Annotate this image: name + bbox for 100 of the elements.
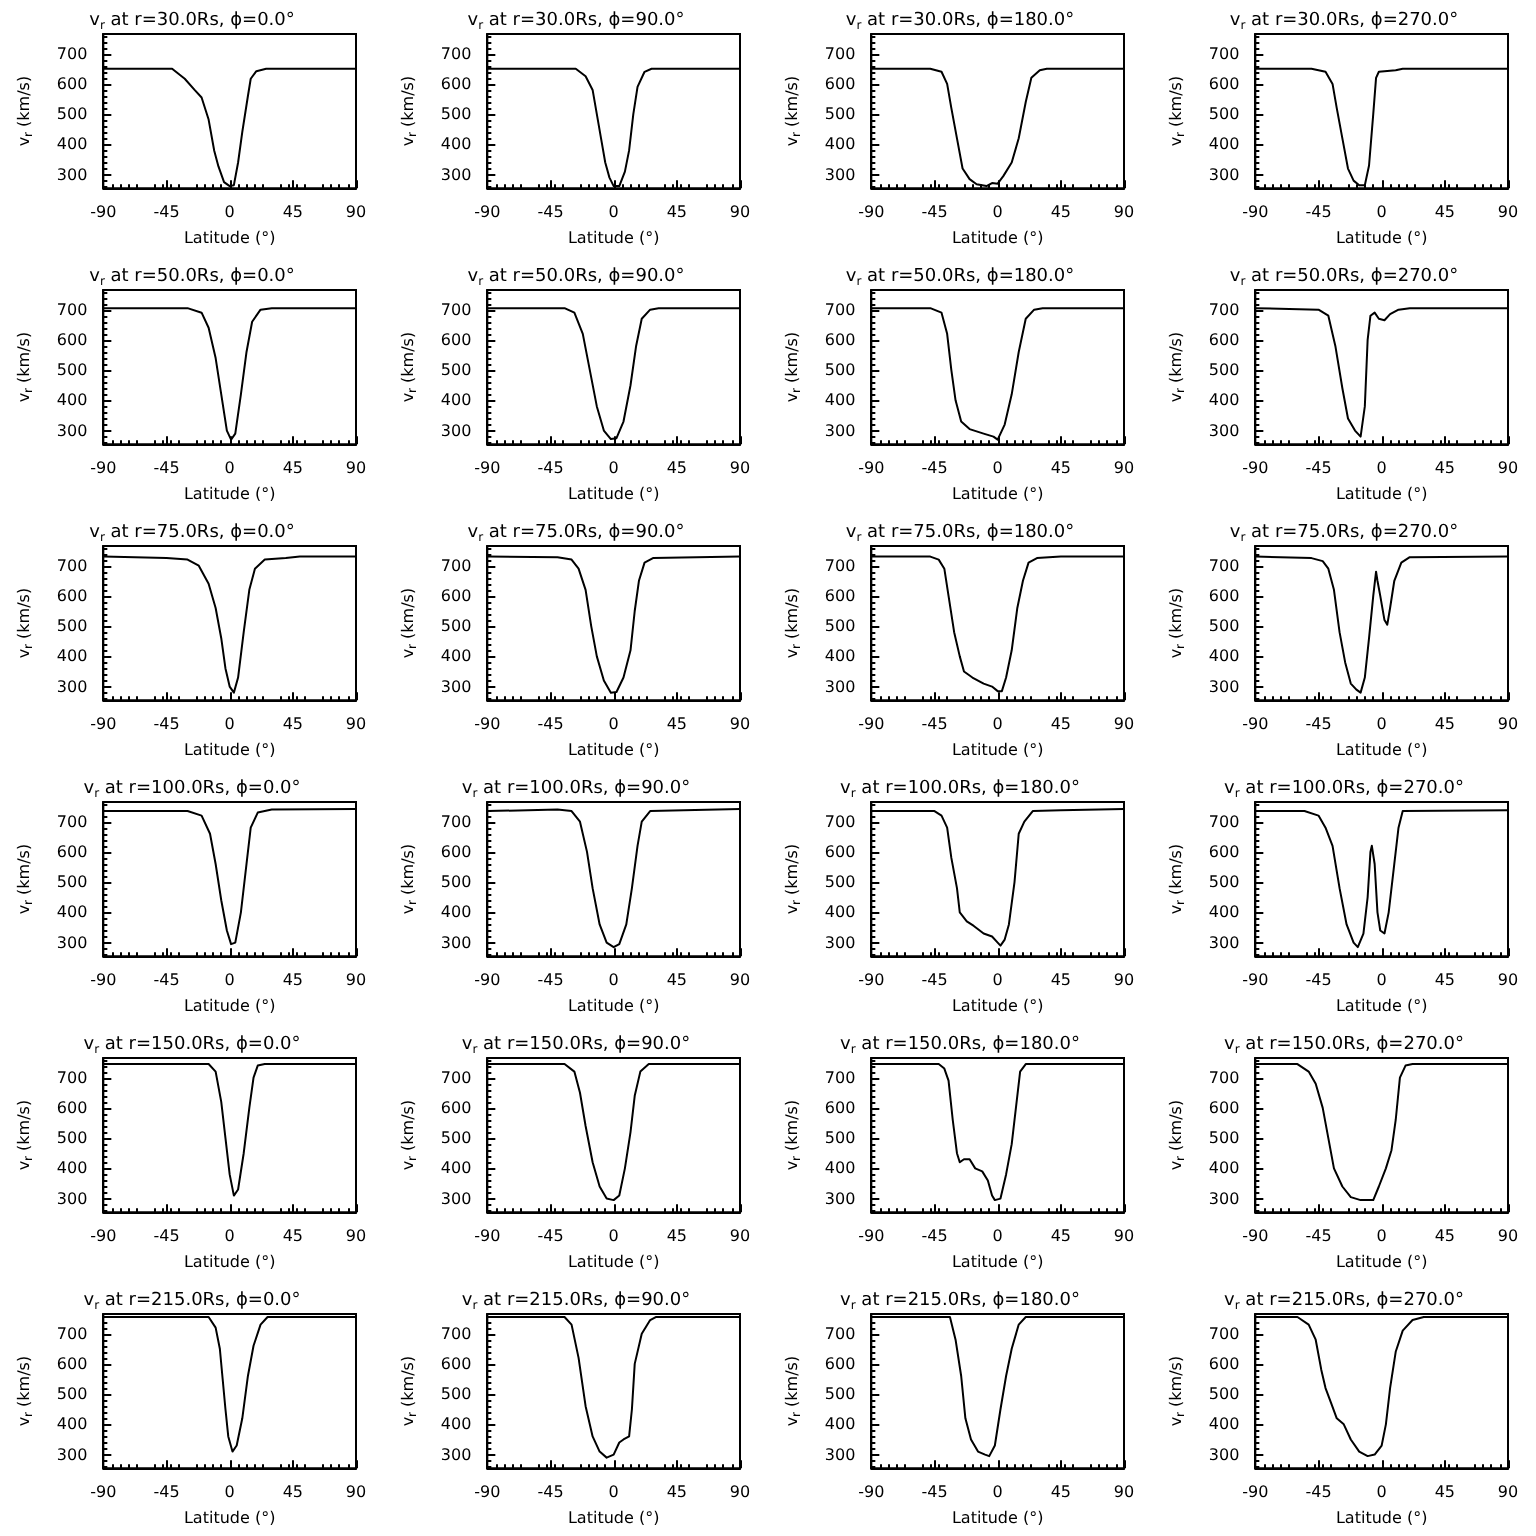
x-tick-label: 45: [1050, 203, 1072, 222]
y-tick-label: 600: [440, 1354, 472, 1373]
x-tick-label: 90: [729, 715, 751, 734]
y-tick-label: 500: [824, 873, 856, 892]
x-tick-label: -90: [858, 203, 885, 222]
y-tick-label: 700: [824, 556, 856, 575]
y-tick-label: 700: [824, 44, 856, 63]
x-tick-label: 90: [1497, 203, 1519, 222]
y-tick-label: 700: [56, 812, 88, 831]
x-tick-label: -45: [153, 1227, 180, 1246]
x-tick-label: 0: [224, 1483, 235, 1502]
x-tick-label: 0: [224, 203, 235, 222]
x-tick-label: 45: [666, 203, 688, 222]
x-tick-label: 90: [345, 459, 367, 478]
x-tick-label: -90: [1242, 1227, 1269, 1246]
x-tick-label: -45: [537, 1227, 564, 1246]
y-tick-label: 600: [824, 74, 856, 93]
x-tick-label: 0: [992, 459, 1003, 478]
x-axis-title: Latitude (°): [183, 485, 276, 503]
y-tick-label: 500: [824, 105, 856, 124]
y-tick-label: 500: [440, 1129, 472, 1148]
x-axis-title: Latitude (°): [183, 997, 276, 1015]
y-tick-label: 700: [824, 1324, 856, 1343]
y-tick-label: 700: [1208, 300, 1240, 319]
x-axis-title: Latitude (°): [951, 1509, 1044, 1527]
x-tick-label: -90: [90, 1483, 117, 1502]
x-tick-label: 0: [1376, 1227, 1387, 1246]
x-tick-label: 0: [1376, 1483, 1387, 1502]
y-tick-label: 300: [56, 165, 88, 184]
y-tick-label: 400: [824, 135, 856, 154]
y-tick-label: 600: [1208, 1098, 1240, 1117]
x-tick-label: -45: [1305, 715, 1332, 734]
y-tick-label: 300: [56, 677, 88, 696]
x-tick-label: -45: [153, 971, 180, 990]
x-tick-label: -90: [858, 459, 885, 478]
x-tick-label: 45: [1434, 715, 1456, 734]
x-axis-title: Latitude (°): [1335, 485, 1428, 503]
x-tick-label: -90: [858, 715, 885, 734]
y-tick-label: 500: [440, 1385, 472, 1404]
x-axis-title: Latitude (°): [951, 997, 1044, 1015]
y-tick-label: 500: [824, 1385, 856, 1404]
y-tick-label: 500: [56, 1385, 88, 1404]
x-tick-label: 90: [1497, 459, 1519, 478]
x-axis-title: Latitude (°): [1335, 229, 1428, 247]
y-tick-label: 500: [1208, 873, 1240, 892]
x-tick-label: -45: [1305, 971, 1332, 990]
x-tick-label: -90: [474, 459, 501, 478]
x-tick-label: 45: [666, 715, 688, 734]
y-tick-label: 300: [1208, 677, 1240, 696]
x-tick-label: 45: [282, 1227, 304, 1246]
x-tick-label: -45: [537, 715, 564, 734]
y-tick-label: 600: [1208, 1354, 1240, 1373]
y-tick-label: 300: [824, 165, 856, 184]
y-tick-label: 600: [824, 586, 856, 605]
y-tick-label: 300: [1208, 1189, 1240, 1208]
y-tick-label: 300: [1208, 165, 1240, 184]
x-tick-label: 90: [1497, 1483, 1519, 1502]
x-tick-label: 90: [1113, 1227, 1135, 1246]
y-tick-label: 500: [824, 361, 856, 380]
y-tick-label: 700: [824, 1068, 856, 1087]
y-tick-label: 400: [440, 647, 472, 666]
x-axis-title: Latitude (°): [567, 485, 660, 503]
y-tick-label: 300: [56, 1189, 88, 1208]
x-tick-label: 45: [666, 971, 688, 990]
y-tick-label: 700: [56, 556, 88, 575]
x-tick-label: 90: [1497, 1227, 1519, 1246]
x-tick-label: 45: [1434, 459, 1456, 478]
y-tick-label: 700: [440, 44, 472, 63]
x-tick-label: -90: [1242, 203, 1269, 222]
y-tick-label: 500: [1208, 617, 1240, 636]
x-tick-label: -90: [474, 1227, 501, 1246]
x-tick-label: 0: [1376, 203, 1387, 222]
y-tick-label: 300: [440, 677, 472, 696]
x-tick-label: 0: [608, 1227, 619, 1246]
y-tick-label: 400: [824, 903, 856, 922]
x-tick-label: 0: [992, 1483, 1003, 1502]
x-tick-label: 0: [224, 715, 235, 734]
x-tick-label: 45: [282, 203, 304, 222]
line-series: [1254, 809, 1509, 949]
y-tick-label: 600: [56, 1098, 88, 1117]
x-tick-label: -45: [921, 1227, 948, 1246]
y-tick-label: 400: [1208, 647, 1240, 666]
x-tick-label: 90: [1113, 1483, 1135, 1502]
x-tick-label: 0: [992, 971, 1003, 990]
x-tick-label: -90: [474, 1483, 501, 1502]
y-tick-label: 300: [1208, 421, 1240, 440]
y-tick-label: 600: [440, 586, 472, 605]
y-tick-label: 500: [56, 361, 88, 380]
x-tick-label: -90: [90, 715, 117, 734]
x-tick-label: -90: [474, 971, 501, 990]
x-axis-title: Latitude (°): [951, 1253, 1044, 1271]
x-tick-label: 45: [1434, 203, 1456, 222]
y-tick-label: 400: [1208, 1415, 1240, 1434]
y-tick-label: 400: [1208, 1159, 1240, 1178]
y-tick-label: 300: [440, 1445, 472, 1464]
y-tick-label: 500: [824, 617, 856, 636]
y-tick-label: 600: [440, 74, 472, 93]
x-axis-title: Latitude (°): [567, 1253, 660, 1271]
x-tick-label: -90: [858, 1227, 885, 1246]
x-tick-label: 45: [1050, 459, 1072, 478]
